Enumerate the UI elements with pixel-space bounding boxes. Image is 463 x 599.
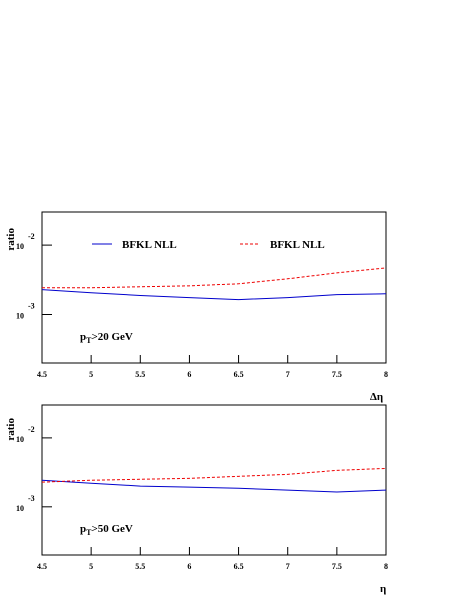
x-tick-label: 7 (286, 562, 290, 571)
x-tick-label: 5 (89, 370, 93, 379)
annotation: pT>20 GeV (80, 331, 133, 345)
x-tick-label: 6 (187, 370, 191, 379)
plot-frame (41, 404, 387, 556)
x-tick-label: 6.5 (234, 370, 244, 379)
x-tick-label: 7.5 (332, 370, 342, 379)
x-tick-label: 8 (384, 562, 388, 571)
series-line (41, 479, 387, 493)
x-tick-label: 4.5 (37, 370, 47, 379)
y-tick-exponent: -3 (28, 301, 35, 310)
x-axis-label: Δη (370, 391, 383, 403)
x-tick-label: 6 (187, 562, 191, 571)
x-tick-label: 4.5 (37, 562, 47, 571)
x-tick-label: 6.5 (234, 562, 244, 571)
x-axis-label: η (380, 583, 386, 595)
annotation-p: p (80, 331, 86, 343)
series-line (42, 267, 387, 289)
x-tick-label: 7.5 (332, 562, 342, 571)
y-tick-exponent: -2 (28, 232, 35, 241)
annotation: pT>50 GeV (80, 523, 133, 537)
series-line (41, 467, 387, 483)
annotation-sub: T (86, 528, 92, 537)
y-tick-exponent: -2 (28, 425, 35, 434)
y-tick-label: 10 (16, 242, 24, 251)
y-tick-label: 10 (16, 435, 24, 444)
x-tick-label: 5.5 (135, 562, 145, 571)
legend-label: BFKL NLL (122, 239, 177, 251)
series-line (41, 289, 387, 301)
x-tick-label: 7 (286, 370, 290, 379)
annotation-p: p (80, 523, 86, 535)
annotation-rest: >20 GeV (91, 331, 132, 343)
x-tick-label: 5.5 (135, 370, 145, 379)
y-tick-label: 10 (16, 311, 24, 320)
y-axis-label: ratio (5, 228, 17, 251)
y-tick-exponent: -3 (28, 494, 35, 503)
legend-label: BFKL NLL (270, 239, 325, 251)
annotation-rest: >50 GeV (91, 523, 132, 535)
x-tick-label: 5 (89, 562, 93, 571)
y-tick-label: 10 (16, 504, 24, 513)
annotation-sub: T (86, 336, 92, 345)
y-axis-label: ratio (5, 418, 17, 441)
x-tick-label: 8 (384, 370, 388, 379)
